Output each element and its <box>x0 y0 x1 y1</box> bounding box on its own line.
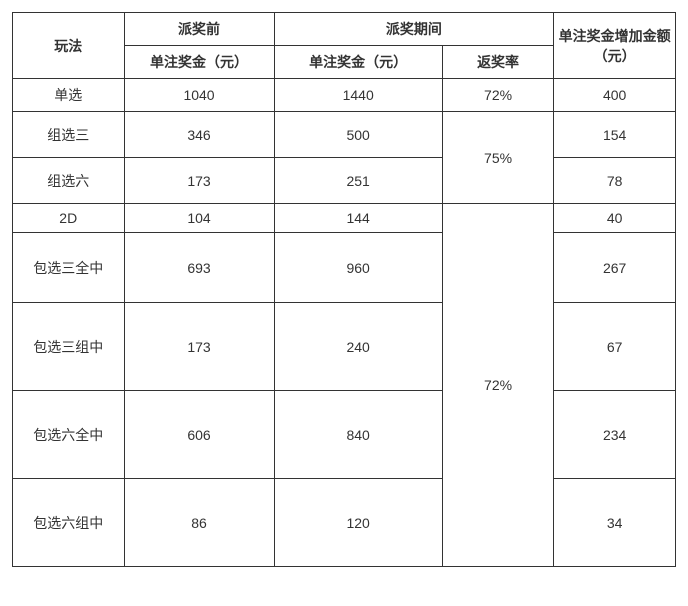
cell-inc: 400 <box>554 79 676 112</box>
cell-during: 500 <box>274 112 442 158</box>
cell-play: 组选三 <box>13 112 125 158</box>
cell-during: 251 <box>274 158 442 204</box>
header-increase: 单注奖金增加金额（元） <box>554 13 676 79</box>
cell-rate: 72% <box>442 204 554 567</box>
cell-play: 2D <box>13 204 125 233</box>
table-row: 包选六组中 86 120 34 <box>13 479 676 567</box>
cell-inc: 154 <box>554 112 676 158</box>
cell-before: 104 <box>124 204 274 233</box>
cell-during: 1440 <box>274 79 442 112</box>
cell-before: 173 <box>124 303 274 391</box>
table-row: 包选六全中 606 840 234 <box>13 391 676 479</box>
cell-before: 1040 <box>124 79 274 112</box>
cell-inc: 34 <box>554 479 676 567</box>
cell-inc: 78 <box>554 158 676 204</box>
cell-before: 346 <box>124 112 274 158</box>
header-play: 玩法 <box>13 13 125 79</box>
prize-table: 玩法 派奖前 派奖期间 单注奖金增加金额（元） 单注奖金（元） 单注奖金（元） … <box>12 12 676 567</box>
cell-during: 840 <box>274 391 442 479</box>
table-row: 组选六 173 251 78 <box>13 158 676 204</box>
cell-during: 960 <box>274 233 442 303</box>
header-during-group: 派奖期间 <box>274 13 554 46</box>
header-before-group: 派奖前 <box>124 13 274 46</box>
cell-before: 693 <box>124 233 274 303</box>
cell-inc: 267 <box>554 233 676 303</box>
header-before-sub: 单注奖金（元） <box>124 46 274 79</box>
cell-rate: 72% <box>442 79 554 112</box>
header-during-sub: 单注奖金（元） <box>274 46 442 79</box>
cell-play: 包选六全中 <box>13 391 125 479</box>
cell-before: 606 <box>124 391 274 479</box>
cell-play: 包选六组中 <box>13 479 125 567</box>
table-row: 单选 1040 1440 72% 400 <box>13 79 676 112</box>
cell-before: 86 <box>124 479 274 567</box>
cell-during: 144 <box>274 204 442 233</box>
table-row: 组选三 346 500 75% 154 <box>13 112 676 158</box>
cell-play: 单选 <box>13 79 125 112</box>
cell-during: 120 <box>274 479 442 567</box>
table-row: 包选三全中 693 960 267 <box>13 233 676 303</box>
cell-play: 包选三全中 <box>13 233 125 303</box>
cell-play: 包选三组中 <box>13 303 125 391</box>
cell-inc: 67 <box>554 303 676 391</box>
cell-inc: 40 <box>554 204 676 233</box>
cell-rate: 75% <box>442 112 554 204</box>
header-rate-sub: 返奖率 <box>442 46 554 79</box>
cell-before: 173 <box>124 158 274 204</box>
cell-inc: 234 <box>554 391 676 479</box>
table-row: 包选三组中 173 240 67 <box>13 303 676 391</box>
cell-during: 240 <box>274 303 442 391</box>
table-row: 2D 104 144 72% 40 <box>13 204 676 233</box>
cell-play: 组选六 <box>13 158 125 204</box>
header-row-1: 玩法 派奖前 派奖期间 单注奖金增加金额（元） <box>13 13 676 46</box>
